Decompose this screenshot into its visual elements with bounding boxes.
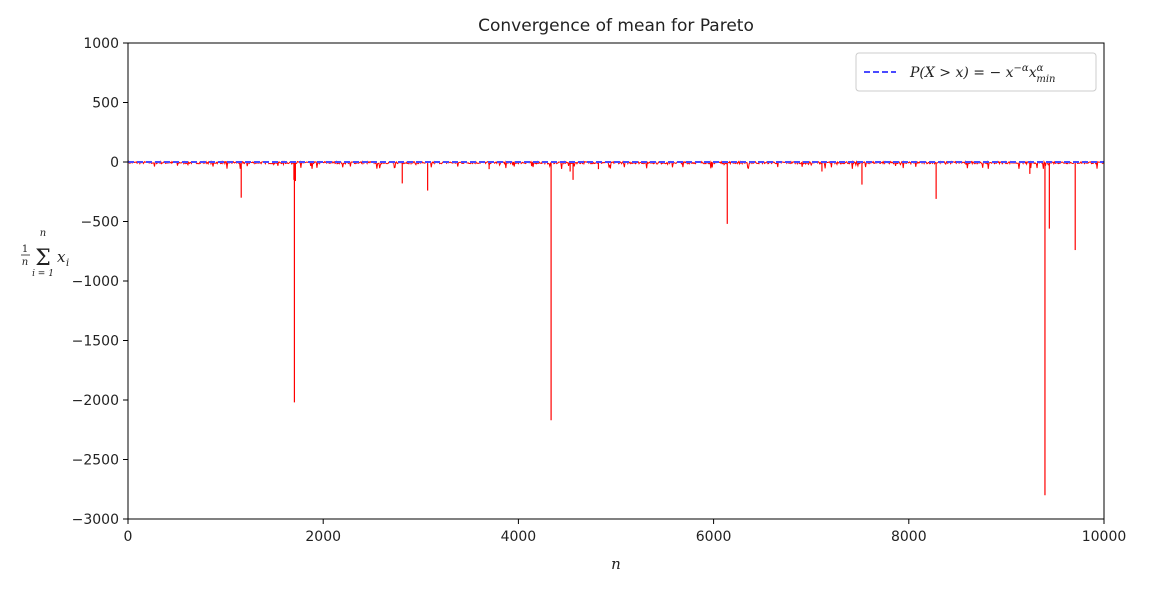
y-tick-label: 500: [92, 96, 119, 112]
svg-text:x: x: [57, 248, 66, 266]
y-tick-label: −2000: [72, 393, 119, 409]
y-tick-label: 1000: [83, 36, 119, 52]
x-axis-label: n: [611, 555, 621, 573]
x-tick-label: 0: [124, 529, 133, 545]
svg-text:n: n: [40, 228, 46, 239]
legend-box: [855, 52, 1097, 92]
x-axis-ticks: 0 2000 4000 6000 8000 10000: [124, 519, 1127, 545]
x-tick-label: 2000: [305, 529, 341, 545]
legend-label: P(X > x) = − x−αxα min: [909, 63, 1055, 85]
x-tick-label: 8000: [891, 529, 927, 545]
svg-text:1: 1: [22, 244, 28, 255]
x-tick-label: 4000: [501, 529, 537, 545]
svg-text:Σ: Σ: [35, 246, 51, 271]
y-tick-label: −3000: [72, 512, 119, 528]
x-tick-label: 10000: [1082, 529, 1127, 545]
chart-title: Convergence of mean for Pareto: [478, 16, 754, 36]
svg-text:i: i: [66, 258, 69, 269]
y-tick-label: −1500: [72, 334, 119, 350]
y-tick-label: −1000: [72, 274, 119, 290]
y-tick-label: −500: [81, 215, 119, 231]
plot-area: [128, 43, 1104, 519]
svg-text:n: n: [22, 257, 28, 268]
y-axis-ticks: 1000 500 0 −500 −1000 −1500 −2000 −2500 −3000: [72, 36, 128, 528]
x-tick-label: 6000: [696, 529, 732, 545]
legend: P(X > x) = − x−αxα min: [855, 52, 1097, 92]
svg-text:i = 1: i = 1: [32, 269, 54, 279]
y-tick-label: −2500: [72, 453, 119, 469]
y-tick-label: 0: [110, 155, 119, 171]
y-axis-label: 1 n Σ n i = 1 x i: [21, 228, 69, 279]
